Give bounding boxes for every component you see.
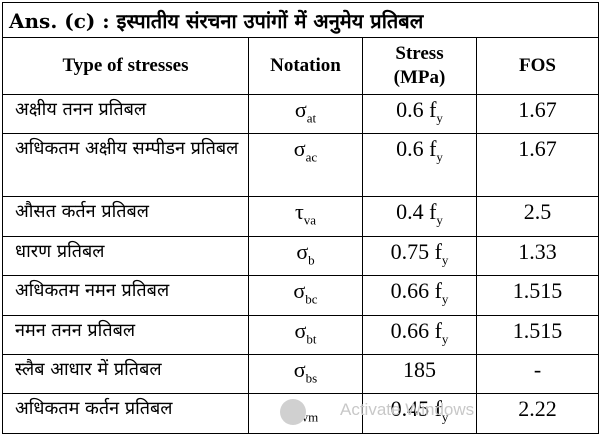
stress-value: 0.6 f <box>396 136 437 162</box>
stress-type: धारण प्रतिबल <box>2 235 249 277</box>
table-row: नमन तनन प्रतिबल σbt 0.66 fy 1.515 <box>2 314 600 355</box>
fos-cell: 1.67 <box>475 93 600 135</box>
stress-subscript: y <box>441 252 449 268</box>
stress-subscript: y <box>441 291 449 307</box>
fos-cell: 1.67 <box>475 133 600 198</box>
notation-cell: σac <box>248 133 363 198</box>
header-stress: Stress (MPa) <box>362 37 477 95</box>
table-row: धारण प्रतिबल σb 0.75 fy 1.33 <box>2 235 600 277</box>
stress-subscript: y <box>436 149 443 165</box>
stress-value: 0.75 f <box>390 238 442 264</box>
notation-subscript: at <box>306 110 317 126</box>
stress-type: औसत कर्तन प्रतिबल <box>2 196 249 237</box>
answer-title: Ans. (c) : इस्पातीय संरचना उपांगों में अ… <box>1 2 600 38</box>
stress-subscript: y <box>441 330 449 346</box>
stress-type: अधिकतम कर्तन प्रतिबल <box>2 393 249 434</box>
table-row: अधिकतम अक्षीय सम्पीडन प्रतिबल σac 0.6 fy… <box>2 133 600 198</box>
stress-value: 0.66 f <box>390 278 442 304</box>
fos-cell: 1.515 <box>475 275 600 316</box>
stress-value: 0.6 f <box>396 97 437 122</box>
notation-symbol: σ <box>294 317 307 343</box>
stress-value: 0.4 f <box>396 199 437 225</box>
notation-cell: τva <box>248 196 363 237</box>
notation-subscript: bc <box>305 291 318 307</box>
stress-type: स्लैब आधार में प्रतिबल <box>2 353 249 395</box>
notation-subscript: ac <box>305 149 318 165</box>
fos-cell: 2.5 <box>475 196 600 237</box>
header-stress-line2: (MPa) <box>393 67 446 88</box>
stress-cell: 0.66 fy <box>362 275 477 316</box>
notation-cell: σb <box>248 235 363 277</box>
notation-symbol: σ <box>296 238 309 264</box>
notation-subscript: bt <box>306 330 317 346</box>
stress-cell: 0.4 fy <box>362 196 477 237</box>
stress-cell: 0.66 fy <box>362 314 477 355</box>
notation-symbol: σ <box>294 97 307 122</box>
table-row: अधिकतम नमन प्रतिबल σbc 0.66 fy 1.515 <box>2 275 600 316</box>
notation-symbol: σ <box>293 278 306 304</box>
table-row: औसत कर्तन प्रतिबल τva 0.4 fy 2.5 <box>2 196 600 237</box>
header-stress-line1: Stress <box>395 43 444 64</box>
notation-cell: σbt <box>248 314 363 355</box>
header-type: Type of stresses <box>2 37 249 95</box>
notation-cell: σbc <box>248 275 363 316</box>
stress-type: नमन तनन प्रतिबल <box>2 314 249 355</box>
stress-cell: 0.75 fy <box>362 235 477 277</box>
table-row: अक्षीय तनन प्रतिबल σat 0.6 fy 1.67 <box>2 93 600 135</box>
stress-cell: 185 <box>362 353 477 395</box>
stress-cell: 0.6 fy <box>362 93 477 135</box>
activate-windows-watermark: Activate Windows <box>280 397 520 425</box>
notation-symbol: τ <box>294 199 304 225</box>
fos-cell: 1.515 <box>475 314 600 355</box>
windows-logo-icon <box>280 399 306 425</box>
stress-subscript: y <box>436 110 443 126</box>
stress-value: 0.66 f <box>390 317 442 343</box>
notation-cell: σbs <box>248 353 363 395</box>
fos-cell: - <box>475 353 600 395</box>
notation-subscript: bs <box>305 370 318 386</box>
header-notation: Notation <box>248 37 363 95</box>
stress-type: अधिकतम अक्षीय सम्पीडन प्रतिबल <box>2 133 249 198</box>
fos-cell: 1.33 <box>475 235 600 277</box>
notation-symbol: σ <box>293 356 306 382</box>
notation-cell: σat <box>248 93 363 135</box>
stress-value: 185 <box>403 356 436 382</box>
stress-subscript: y <box>436 212 443 228</box>
header-fos: FOS <box>475 37 600 95</box>
table-row: स्लैब आधार में प्रतिबल σbs 185 - <box>2 353 600 395</box>
notation-symbol: σ <box>293 136 306 162</box>
stress-type: अक्षीय तनन प्रतिबल <box>2 93 249 135</box>
notation-subscript: b <box>308 252 315 268</box>
notation-subscript: va <box>303 212 317 228</box>
watermark-text: Activate Windows <box>340 400 475 419</box>
stress-cell: 0.6 fy <box>362 133 477 198</box>
stress-type: अधिकतम नमन प्रतिबल <box>2 275 249 316</box>
